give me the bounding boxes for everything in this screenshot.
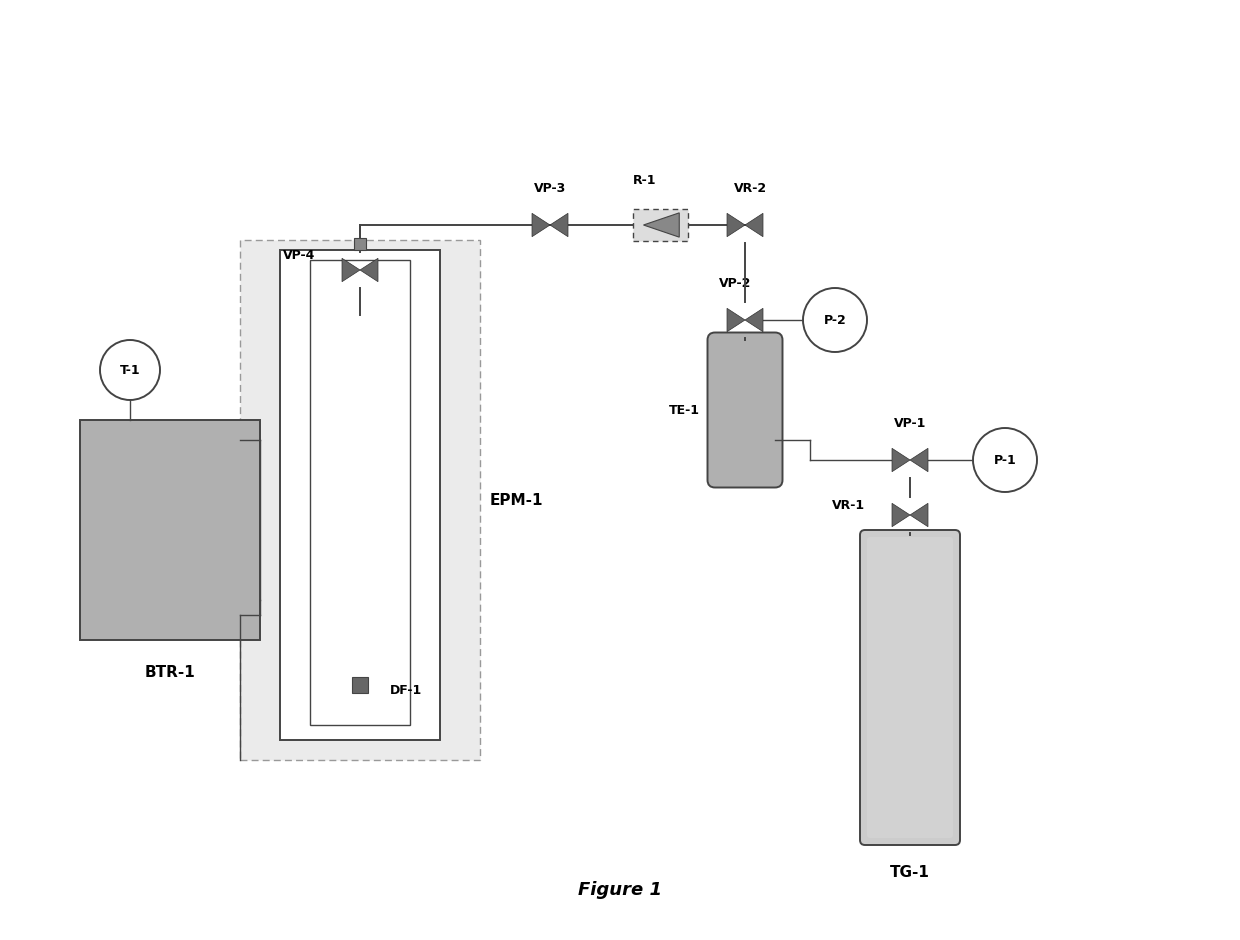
FancyBboxPatch shape [353,238,366,250]
Polygon shape [745,308,763,332]
Text: P-2: P-2 [823,314,847,326]
FancyBboxPatch shape [81,420,260,640]
FancyBboxPatch shape [280,250,440,740]
Text: BTR-1: BTR-1 [145,665,196,680]
Text: EPM-1: EPM-1 [490,493,543,508]
Text: R-1: R-1 [634,174,657,187]
FancyBboxPatch shape [632,209,687,241]
Polygon shape [892,503,910,526]
FancyBboxPatch shape [861,530,960,845]
Polygon shape [910,448,928,472]
Text: VP-4: VP-4 [283,248,315,261]
FancyBboxPatch shape [352,677,368,693]
Text: P-1: P-1 [993,453,1017,466]
Polygon shape [644,212,680,237]
Circle shape [973,428,1037,492]
FancyBboxPatch shape [310,260,410,725]
Circle shape [100,340,160,400]
Circle shape [804,288,867,352]
Text: TE-1: TE-1 [670,403,701,416]
Polygon shape [727,213,745,237]
Text: TG-1: TG-1 [890,865,930,880]
Text: T-1: T-1 [120,364,140,377]
Text: VR-2: VR-2 [733,182,766,195]
Text: Figure 1: Figure 1 [578,881,662,899]
Text: VP-1: VP-1 [894,417,926,430]
Polygon shape [360,258,378,282]
FancyBboxPatch shape [867,537,954,838]
Polygon shape [892,448,910,472]
Polygon shape [910,503,928,526]
Polygon shape [727,308,745,332]
Text: VP-2: VP-2 [719,277,751,290]
Text: VP-3: VP-3 [534,182,567,195]
Text: DF-1: DF-1 [391,683,423,697]
Text: VR-1: VR-1 [832,498,866,511]
Polygon shape [532,213,551,237]
Polygon shape [342,258,360,282]
Polygon shape [745,213,763,237]
Polygon shape [551,213,568,237]
FancyBboxPatch shape [708,333,782,488]
FancyBboxPatch shape [241,240,480,760]
